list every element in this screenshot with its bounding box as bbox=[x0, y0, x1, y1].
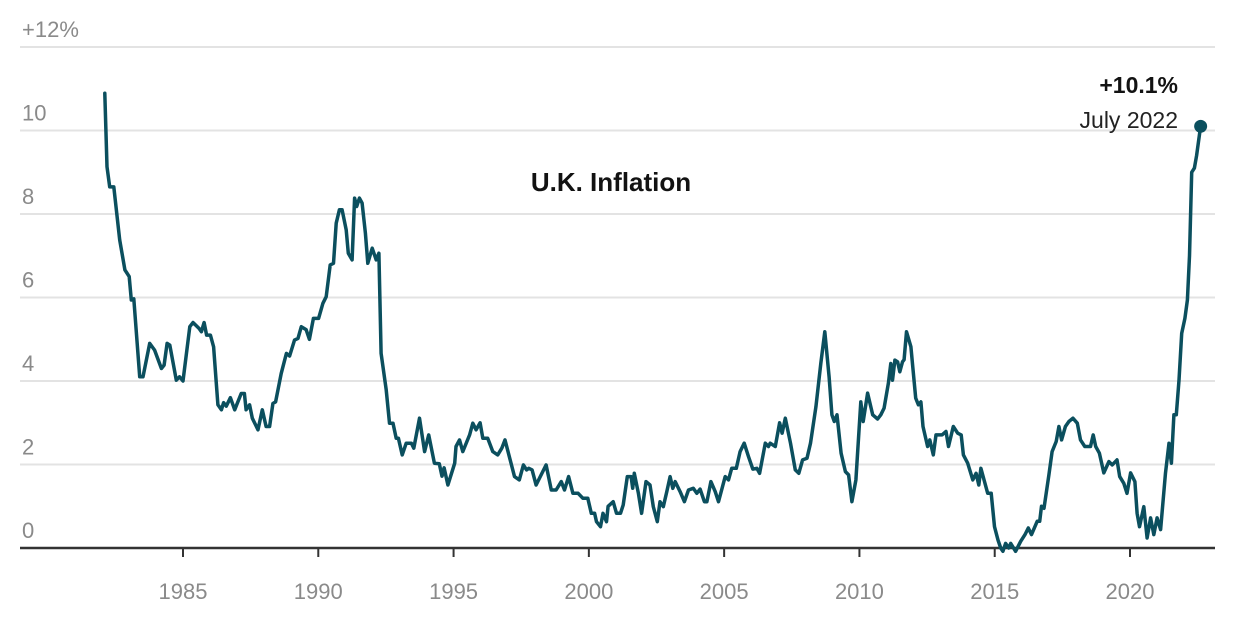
y-tick-label: 2 bbox=[22, 435, 34, 460]
inflation-series-line bbox=[103, 91, 1203, 554]
y-tick-label: +12% bbox=[22, 17, 79, 42]
x-tick-label: 2010 bbox=[835, 579, 884, 604]
x-tick-label: 1995 bbox=[429, 579, 478, 604]
x-tick-label: 2005 bbox=[700, 579, 749, 604]
gridlines bbox=[20, 46, 1215, 466]
x-axis-ticks: 1985 1990 1995 2000 2005 2010 2015 2020 bbox=[159, 548, 1155, 604]
y-axis-labels: 0 2 4 6 8 10 +12% bbox=[22, 17, 79, 543]
y-tick-label: 0 bbox=[22, 518, 34, 543]
series-group bbox=[103, 91, 1208, 554]
y-tick-label: 4 bbox=[22, 351, 34, 376]
x-tick-label: 1985 bbox=[159, 579, 208, 604]
y-tick-label: 10 bbox=[22, 101, 46, 126]
y-tick-label: 8 bbox=[22, 184, 34, 209]
x-tick-label: 2020 bbox=[1106, 579, 1155, 604]
x-tick-label: 1990 bbox=[294, 579, 343, 604]
latest-value-dot bbox=[1194, 119, 1208, 133]
x-tick-label: 2015 bbox=[970, 579, 1019, 604]
annotation-value: +10.1% bbox=[1099, 72, 1178, 98]
chart-title: U.K. Inflation bbox=[531, 167, 691, 197]
x-tick-label: 2000 bbox=[564, 579, 613, 604]
annotation-date: July 2022 bbox=[1080, 107, 1178, 133]
y-tick-label: 6 bbox=[22, 268, 34, 293]
